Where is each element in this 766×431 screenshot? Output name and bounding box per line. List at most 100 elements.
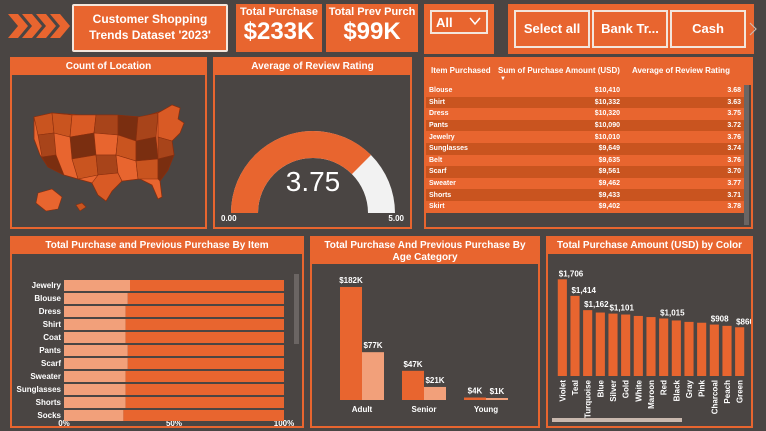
color-panel: Total Purchase Amount (USD) by Color $1,… [546, 236, 753, 428]
age-bar[interactable] [464, 397, 486, 400]
color-category-label: Black [672, 379, 681, 401]
map-panel: Count of Location [10, 57, 207, 229]
bar-segment[interactable] [125, 332, 284, 343]
category-label: Scarf [41, 359, 61, 368]
age-bar[interactable] [486, 398, 508, 400]
table-row[interactable]: Scarf $9,561 3.70 [426, 166, 744, 178]
color-bar[interactable] [646, 317, 656, 376]
table-cell-amount: $9,635 [598, 156, 620, 164]
table-cell-rating: 3.78 [727, 203, 741, 211]
bar-segment[interactable] [64, 306, 126, 317]
bar-segment[interactable] [127, 358, 284, 369]
color-bar[interactable] [684, 321, 694, 376]
color-bar[interactable] [671, 320, 681, 376]
chart-scrollbar[interactable] [294, 274, 299, 344]
us-map[interactable] [12, 75, 205, 225]
table-cell-item: Skirt [429, 203, 445, 211]
color-bar-label: $908 [711, 315, 729, 324]
table-row[interactable]: Blouse $10,410 3.68 [426, 85, 744, 97]
item-purchase-chart[interactable]: 0% 50% 100% Jewelry Blouse Dress Shirt Coat Pant… [12, 254, 302, 426]
color-chart[interactable]: $1,706 Violet $1,414 Teal $1,162 Turquoise Blu… [548, 254, 751, 426]
color-bar-label: $1,015 [660, 308, 685, 317]
color-bar[interactable] [595, 312, 605, 376]
bar-segment[interactable] [130, 280, 284, 291]
table-row[interactable]: Dress $10,320 3.75 [426, 108, 744, 120]
bar-segment[interactable] [64, 293, 128, 304]
color-category-label: Silver [609, 380, 618, 402]
color-bar[interactable] [735, 327, 745, 376]
table-cell-rating: 3.74 [727, 145, 741, 153]
table-row[interactable]: Belt $9,635 3.76 [426, 154, 744, 167]
slicer-cash-button[interactable]: Cash [670, 10, 746, 48]
kpi-prev-purchase-label: Total Prev Purch [328, 6, 416, 18]
category-label: Socks [37, 411, 61, 420]
gauge-fill [231, 130, 371, 213]
table-row[interactable]: Pants $10,090 3.72 [426, 119, 744, 132]
bar-segment[interactable] [64, 345, 128, 356]
table-header-amount[interactable]: Sum of Purchase Amount (USD) [498, 66, 620, 75]
table-row[interactable]: Shorts $9,433 3.71 [426, 189, 744, 201]
slicer-scroll-right-icon[interactable] [747, 20, 759, 38]
color-bar[interactable] [557, 279, 567, 376]
bar-segment[interactable] [123, 410, 285, 421]
table-scrollbar[interactable] [744, 85, 749, 225]
bar-segment[interactable] [64, 410, 124, 421]
color-bar[interactable] [621, 314, 631, 376]
age-bar-label: $4K [468, 387, 483, 396]
bar-segment[interactable] [127, 345, 284, 356]
table-row[interactable]: Jewelry $10,010 3.76 [426, 131, 744, 143]
table-cell-rating: 3.71 [727, 191, 741, 199]
category-label: Sunglasses [17, 385, 62, 394]
slicer-select-all-button[interactable]: Select all [514, 10, 590, 48]
color-bar[interactable] [583, 310, 593, 376]
age-bar[interactable] [340, 286, 362, 400]
color-bar[interactable] [633, 315, 643, 376]
category-label: Jewelry [32, 281, 62, 290]
bar-segment[interactable] [125, 306, 284, 317]
table-cell-amount: $9,462 [598, 180, 620, 188]
color-category-label: Peach [723, 380, 732, 404]
bar-segment[interactable] [125, 371, 284, 382]
slicer-bank-transfer-button[interactable]: Bank Tr... [592, 10, 668, 48]
table-cell-item: Sweater [429, 180, 456, 188]
table-row[interactable]: Shirt $10,332 3.63 [426, 96, 744, 109]
age-bar[interactable] [362, 352, 384, 400]
bar-segment[interactable] [64, 384, 126, 395]
bar-segment[interactable] [64, 280, 130, 291]
category-label: Pants [39, 346, 61, 355]
filter-dropdown[interactable]: All [430, 10, 488, 34]
kpi-prev-purchase-value: $99K [343, 18, 401, 45]
table-row[interactable]: Skirt $9,402 3.78 [426, 200, 744, 213]
age-bar[interactable] [402, 370, 424, 400]
table-cell-amount: $10,090 [594, 122, 620, 130]
color-bar[interactable] [608, 313, 618, 376]
color-bar[interactable] [697, 322, 707, 376]
table-cell-item: Shorts [429, 191, 452, 199]
bar-segment[interactable] [64, 332, 126, 343]
color-bar[interactable] [722, 325, 732, 376]
age-chart[interactable]: $182K $77K Adult $47K$21K Senior $4K $1K Young [312, 264, 538, 424]
bar-segment[interactable] [125, 397, 284, 408]
chart-scrollbar[interactable] [552, 418, 682, 422]
color-bar[interactable] [709, 324, 719, 376]
table-row[interactable]: Sunglasses $9,649 3.74 [426, 142, 744, 155]
color-bar[interactable] [570, 295, 580, 376]
category-label: Dress [39, 307, 62, 316]
table-header-item[interactable]: Item Purchased [431, 66, 491, 75]
color-bar[interactable] [659, 318, 669, 376]
gauge-min-label: 0.00 [221, 214, 237, 223]
bar-segment[interactable] [127, 293, 284, 304]
bar-segment[interactable] [64, 319, 126, 330]
chevron-icon [8, 14, 70, 38]
bar-segment[interactable] [64, 358, 128, 369]
review-gauge[interactable]: 3.75 0.00 5.00 [215, 75, 410, 225]
gauge-title: Average of Review Rating [215, 59, 410, 75]
age-bar[interactable] [424, 386, 446, 400]
table-row[interactable]: Sweater $9,462 3.77 [426, 177, 744, 190]
bar-segment[interactable] [125, 319, 284, 330]
bar-segment[interactable] [64, 397, 126, 408]
color-bar-label: $860 [736, 317, 751, 326]
bar-segment[interactable] [125, 384, 284, 395]
table-header-rating[interactable]: Average of Review Rating [632, 66, 730, 75]
bar-segment[interactable] [64, 371, 126, 382]
